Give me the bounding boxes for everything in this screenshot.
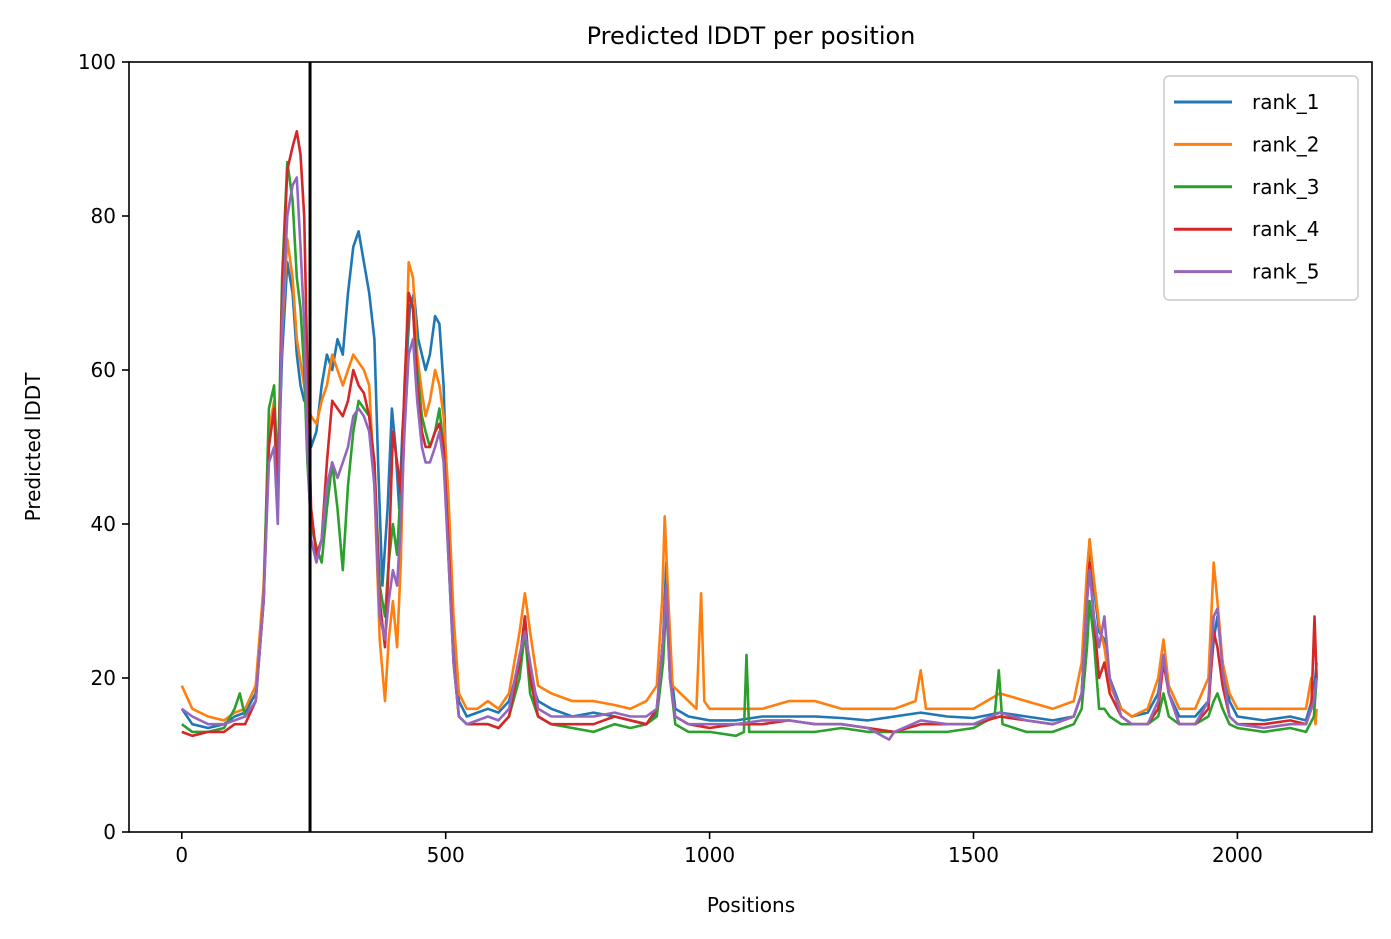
legend-label: rank_1 bbox=[1252, 90, 1319, 114]
y-tick-label: 60 bbox=[91, 358, 116, 382]
legend-box bbox=[1163, 75, 1359, 301]
y-tick-label: 100 bbox=[78, 50, 116, 74]
legend-label: rank_4 bbox=[1252, 217, 1319, 241]
y-axis-label: Predicted lDDT bbox=[21, 372, 45, 522]
y-tick-label: 80 bbox=[91, 204, 116, 228]
x-axis-label: Positions bbox=[707, 893, 795, 917]
x-tick-label: 1500 bbox=[948, 843, 999, 867]
x-axis: 0 500 1000 1500 2000 bbox=[175, 832, 1263, 867]
plot-area bbox=[180, 62, 1318, 832]
legend: rank_1 rank_2 rank_3 rank_4 rank_5 bbox=[1163, 75, 1359, 301]
y-tick-label: 20 bbox=[91, 666, 116, 690]
y-axis: 0 20 40 60 80 100 bbox=[78, 50, 129, 844]
series-line-rank-2 bbox=[180, 237, 1318, 726]
x-tick-label: 0 bbox=[175, 843, 188, 867]
legend-label: rank_3 bbox=[1252, 175, 1319, 199]
plot-frame bbox=[128, 61, 1373, 833]
x-tick-label: 500 bbox=[427, 843, 465, 867]
legend-label: rank_2 bbox=[1252, 132, 1319, 156]
series-line-rank-5 bbox=[181, 176, 1318, 741]
legend-label: rank_5 bbox=[1252, 260, 1319, 284]
x-tick-label: 2000 bbox=[1212, 843, 1263, 867]
y-tick-label: 0 bbox=[103, 820, 116, 844]
y-tick-label: 40 bbox=[91, 512, 116, 536]
series-line-rank-1 bbox=[180, 230, 1318, 730]
x-tick-label: 1000 bbox=[684, 843, 735, 867]
chart-title: Predicted lDDT per position bbox=[587, 22, 916, 50]
